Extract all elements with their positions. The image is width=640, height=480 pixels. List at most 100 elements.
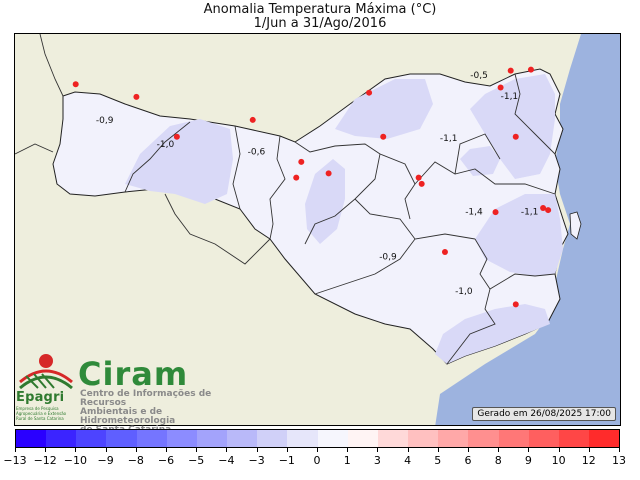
colorbar-tick-label: −6 xyxy=(157,454,175,467)
colorbar-segment xyxy=(287,430,318,447)
station-marker xyxy=(325,170,332,177)
colorbar-tick-label: 0 xyxy=(313,454,321,467)
region-border xyxy=(446,288,496,365)
contour-label: -1,1 xyxy=(440,134,458,144)
colorbar-tick-label: 10 xyxy=(551,454,566,467)
colorbar-ticks: −13 −12 −10 −9 −8 −6 −5 −4 −3 −1 0 1 3 4 5 6 8 9 10 12 13 xyxy=(3,448,626,478)
anomaly-zone-center xyxy=(305,159,345,244)
colorbar-tick-label: −8 xyxy=(127,454,144,467)
station-markers xyxy=(72,66,552,308)
epagri-name: Epagri xyxy=(16,390,65,405)
contour-label: -1,0 xyxy=(157,140,175,150)
colorbar-tick-mark xyxy=(166,448,167,452)
anomaly-zones xyxy=(125,74,563,364)
colorbar-tick-mark xyxy=(256,448,258,452)
colorbar-tick-label: −12 xyxy=(33,454,57,467)
region-border xyxy=(354,198,416,240)
logo-block: Epagri Empresa de Pesquisa Agropecuária … xyxy=(16,352,256,435)
contour-label: -1,0 xyxy=(455,287,473,297)
map-frame: -0,9 -1,0 -0,6 -0,5 -1,1 -1,1 -1,4 -1,1 -0,9 -1,0… xyxy=(14,33,621,426)
region-border xyxy=(514,73,556,155)
contour-label: -0,9 xyxy=(96,116,114,126)
station-marker xyxy=(72,81,79,88)
station-marker xyxy=(492,209,499,216)
contour-label: -0,6 xyxy=(248,148,266,158)
colorbar-segment xyxy=(438,430,469,447)
station-marker xyxy=(507,67,514,74)
anomaly-map: -0,9 -1,0 -0,6 -0,5 -1,1 -1,1 -1,4 -1,1 -0,9 -1,0 xyxy=(15,34,620,425)
colorbar-tick-mark xyxy=(15,448,16,452)
station-marker xyxy=(418,180,425,187)
colorbar-segment xyxy=(408,430,439,447)
station-marker xyxy=(545,207,552,214)
epagri-subtitle: Empresa de Pesquisa Agropecuária e Exten… xyxy=(16,406,67,421)
colorbar-tick-mark xyxy=(407,448,409,452)
anomaly-zone-west xyxy=(125,119,233,204)
anomaly-zone-south xyxy=(435,304,550,364)
colorbar-tick-mark xyxy=(135,448,137,452)
colorbar-tick-mark xyxy=(588,448,590,452)
colorbar-tick-mark xyxy=(619,448,620,452)
region-border xyxy=(414,161,556,195)
colorbar-segment xyxy=(468,430,499,447)
colorbar-tick-label: 9 xyxy=(524,454,532,467)
colorbar-segment xyxy=(317,430,348,447)
colorbar-tick-label: −10 xyxy=(63,454,87,467)
colorbar-tick-mark xyxy=(558,448,560,452)
colorbar-tick-mark xyxy=(377,448,379,452)
anomaly-zone-blob xyxy=(460,146,500,176)
colorbar-segment xyxy=(16,430,47,447)
colorbar-segment xyxy=(257,430,288,447)
colorbar-tick-mark xyxy=(226,448,228,452)
colorbar xyxy=(15,429,620,448)
contour-label: -0,5 xyxy=(470,71,488,81)
region-border xyxy=(294,141,381,245)
station-marker xyxy=(415,174,422,181)
station-marker xyxy=(512,301,519,308)
anomaly-zone-northeast xyxy=(470,74,555,179)
colorbar-tick-mark xyxy=(498,448,500,452)
map-title: Anomalia Temperatura Máxima (°C) xyxy=(203,2,437,17)
station-marker xyxy=(497,84,504,91)
colorbar-tick-label: 12 xyxy=(581,454,596,467)
colorbar-segment xyxy=(196,430,228,447)
colorbar-segment xyxy=(498,430,529,447)
station-marker xyxy=(293,174,300,181)
colorbar-tick-label: −9 xyxy=(97,454,114,467)
region-border xyxy=(164,193,271,265)
station-marker xyxy=(527,66,534,73)
contour-label: -1,1 xyxy=(501,92,519,102)
ciram-name: Ciram xyxy=(78,355,189,393)
station-marker xyxy=(512,133,519,140)
island xyxy=(569,211,582,240)
contour-label: -0,9 xyxy=(379,252,397,262)
colorbar-segment xyxy=(347,430,378,447)
colorbar-tick-label: −1 xyxy=(278,454,295,467)
anomaly-zone-north xyxy=(335,79,433,139)
contour-labels: -0,9 -1,0 -0,6 -0,5 -1,1 -1,1 -1,4 -1,1 -0,9 -1,0 xyxy=(96,71,538,297)
colorbar-segment xyxy=(558,430,589,447)
colorbar-segment xyxy=(166,430,197,447)
colorbar-tick-mark xyxy=(528,448,530,452)
station-marker xyxy=(540,204,547,211)
station-marker xyxy=(133,93,140,100)
region-border xyxy=(39,34,64,97)
colorbar-tick-mark xyxy=(347,448,349,452)
colorbar-tick-label: −3 xyxy=(248,454,265,467)
colorbar-segment xyxy=(106,430,137,447)
contour-label: -1,4 xyxy=(465,207,483,217)
colorbar-segment xyxy=(76,430,107,447)
generated-timestamp: Gerado em 26/08/2025 17:00 xyxy=(472,407,616,421)
colorbar-tick-label: 5 xyxy=(434,454,442,467)
colorbar-tick-mark xyxy=(437,448,439,452)
colorbar-tick-label: 8 xyxy=(494,454,502,467)
station-marker xyxy=(249,116,256,123)
colorbar-tick-mark xyxy=(196,448,198,452)
region-border xyxy=(232,125,241,210)
colorbar-tick-label: 4 xyxy=(404,454,412,467)
contour-label: -1,1 xyxy=(521,207,539,217)
colorbar-tick-mark xyxy=(105,448,107,452)
colorbar-tick-mark xyxy=(75,448,77,452)
region-border xyxy=(124,121,191,193)
colorbar-tick-mark xyxy=(286,448,288,452)
